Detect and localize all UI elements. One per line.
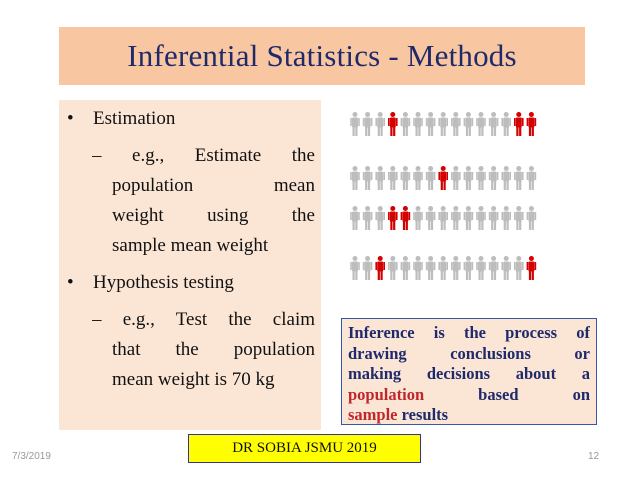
person-icon xyxy=(362,112,373,136)
definition-line: drawing conclusions or xyxy=(348,343,590,363)
sampled-person-icon xyxy=(375,256,385,280)
slide-date: 7/3/2019 xyxy=(12,451,51,462)
person-icon xyxy=(463,112,474,136)
sub-line: weight using the xyxy=(112,205,315,226)
person-icon xyxy=(451,112,461,136)
bullet-label: Hypothesis testing xyxy=(93,272,234,293)
slide-title: Inferential Statistics - Methods xyxy=(127,38,517,73)
person-icon xyxy=(514,256,524,280)
person-icon xyxy=(501,206,511,230)
sampled-person-icon xyxy=(514,112,524,136)
person-icon xyxy=(438,256,448,280)
sampled-person-icon xyxy=(388,112,398,136)
inference-definition-box: Inference is the process of drawing conc… xyxy=(341,318,597,425)
population-figure xyxy=(350,112,537,280)
person-icon xyxy=(413,206,423,230)
person-icon xyxy=(514,166,524,190)
person-icon xyxy=(362,166,373,190)
person-icon xyxy=(425,256,436,280)
sub-line: sample mean weight xyxy=(112,235,269,256)
person-icon xyxy=(488,206,499,230)
person-icon xyxy=(476,166,486,190)
sampled-person-icon xyxy=(388,206,398,230)
definition-text: results xyxy=(397,405,449,424)
definition-line: Inference is the process of xyxy=(348,323,590,342)
person-icon xyxy=(463,166,474,190)
sample-word: sample xyxy=(348,405,398,424)
person-icon xyxy=(350,112,360,136)
person-icon xyxy=(388,166,398,190)
sub-line: – e.g., Estimate the xyxy=(92,145,315,166)
person-icon xyxy=(425,166,436,190)
sampled-person-icon xyxy=(526,256,537,280)
sub-bullet-hypothesis: – e.g., Test the claim that the populati… xyxy=(92,305,315,395)
definition-line: making decisions about a xyxy=(348,364,590,383)
person-icon xyxy=(425,206,436,230)
sub-line: mean weight is 70 kg xyxy=(112,369,275,390)
person-icon xyxy=(514,206,524,230)
person-icon xyxy=(463,256,474,280)
person-icon xyxy=(488,256,499,280)
sub-line: population mean xyxy=(112,175,315,196)
content-panel: • Estimation – e.g., Estimate the populat… xyxy=(59,100,321,430)
person-icon xyxy=(388,256,398,280)
slide-number: 12 xyxy=(588,451,600,462)
person-icon xyxy=(438,206,448,230)
author-footer: DR SOBIA JSMU 2019 xyxy=(188,434,421,463)
person-icon xyxy=(476,256,486,280)
author-label: DR SOBIA JSMU 2019 xyxy=(232,440,377,456)
person-icon xyxy=(451,166,461,190)
person-icon xyxy=(350,206,360,230)
bullet-hypothesis: • Hypothesis testing xyxy=(67,272,234,294)
person-icon xyxy=(350,166,360,190)
person-icon xyxy=(476,206,486,230)
definition-text: based on xyxy=(478,384,590,404)
sub-line: that the population xyxy=(112,339,315,360)
person-icon xyxy=(362,256,373,280)
person-icon xyxy=(400,166,411,190)
sub-bullet-estimation: – e.g., Estimate the population mean wei… xyxy=(92,141,315,261)
bullet-label: Estimation xyxy=(93,108,176,129)
person-icon xyxy=(413,166,423,190)
population-word: population xyxy=(348,384,425,404)
person-icon xyxy=(362,206,373,230)
person-icon xyxy=(375,206,385,230)
person-icon xyxy=(375,166,385,190)
sampled-person-icon xyxy=(400,206,411,230)
person-icon xyxy=(425,112,436,136)
sampled-person-icon xyxy=(438,166,448,190)
bullet-dot: • xyxy=(67,272,74,293)
person-icon xyxy=(501,256,511,280)
sampled-person-icon xyxy=(526,112,537,136)
bullet-estimation: • Estimation xyxy=(67,108,175,130)
sub-line: – e.g., Test the claim xyxy=(92,309,315,330)
person-icon xyxy=(476,112,486,136)
person-icon xyxy=(526,166,537,190)
person-icon xyxy=(488,112,499,136)
person-icon xyxy=(413,256,423,280)
person-icon xyxy=(451,256,461,280)
person-icon xyxy=(526,206,537,230)
title-banner: Inferential Statistics - Methods xyxy=(59,27,585,85)
person-icon xyxy=(463,206,474,230)
person-icon xyxy=(438,112,448,136)
person-icon xyxy=(451,206,461,230)
person-icon xyxy=(400,112,411,136)
definition-line: population based on xyxy=(348,385,590,406)
person-icon xyxy=(375,112,385,136)
bullet-dot: • xyxy=(67,108,74,129)
definition-line: sample results xyxy=(348,405,590,426)
person-icon xyxy=(501,166,511,190)
person-icon xyxy=(488,166,499,190)
person-icon xyxy=(350,256,360,280)
person-icon xyxy=(413,112,423,136)
person-icon xyxy=(501,112,511,136)
person-icon xyxy=(400,256,411,280)
